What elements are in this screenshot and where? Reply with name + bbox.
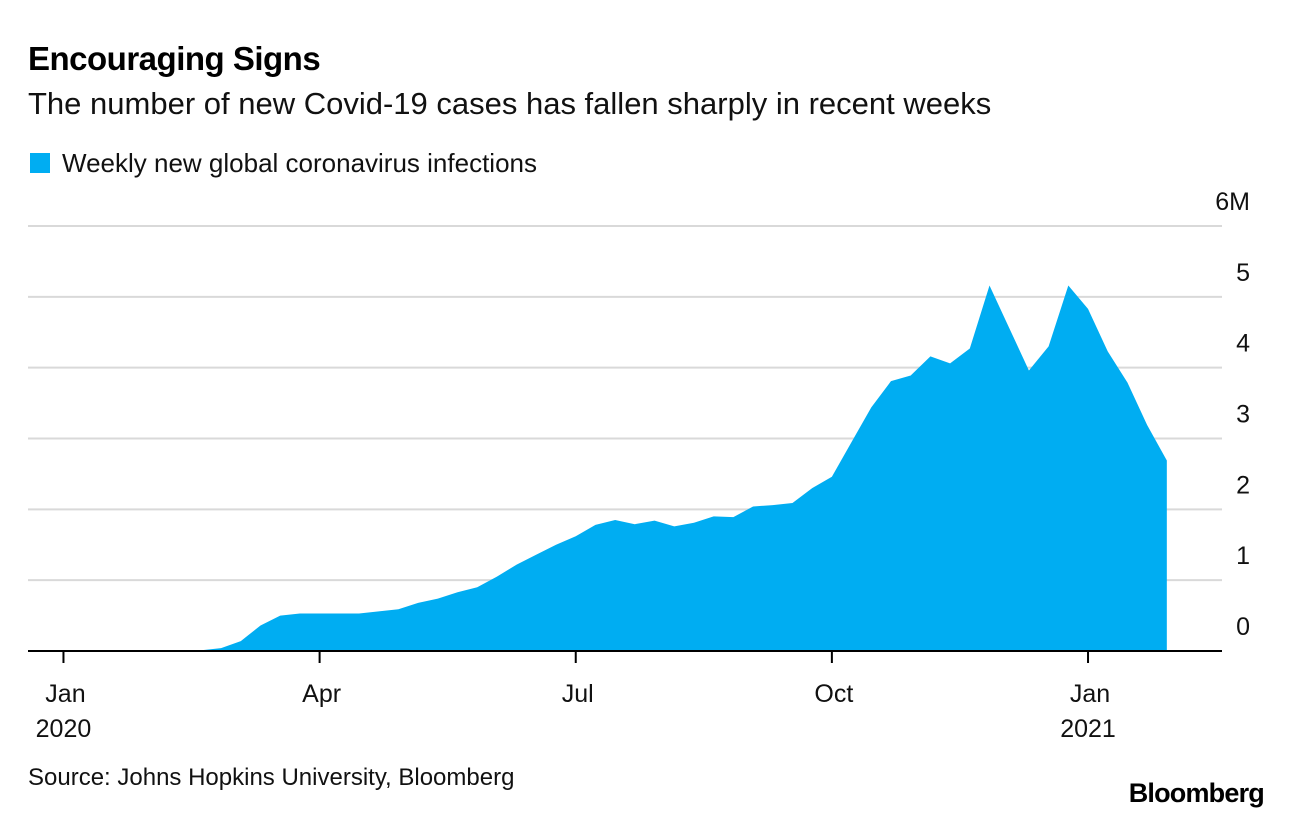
legend-label: Weekly new global coronavirus infections	[62, 147, 537, 178]
x-tick-label: Jul	[562, 680, 594, 708]
bloomberg-logo: Bloomberg	[1128, 778, 1265, 808]
series-area-0	[63, 285, 1167, 651]
source-note: Source: Johns Hopkins University, Bloomb…	[28, 764, 515, 791]
y-tick-label: 0	[1236, 613, 1250, 641]
y-tick-label: 6M	[1215, 188, 1250, 216]
y-tick-label: 3	[1236, 401, 1250, 429]
x-tick-label: Jan	[1070, 680, 1110, 708]
legend-swatch	[30, 153, 50, 173]
series-layer	[63, 285, 1167, 651]
legend: Weekly new global coronavirus infections	[30, 148, 537, 178]
y-tick-label: 1	[1236, 542, 1250, 570]
y-tick-label: 4	[1236, 330, 1250, 358]
x-tick-label: Apr	[302, 680, 341, 708]
axis-layer	[28, 650, 1222, 663]
chart-subtitle: The number of new Covid-19 cases has fal…	[28, 86, 992, 121]
x-tick-year-label: 2021	[1060, 715, 1116, 743]
x-tick-year-label: 2020	[36, 715, 92, 743]
y-tick-labels: 0 1 2 3 4 5 6M	[1215, 188, 1250, 641]
y-tick-label: 5	[1236, 259, 1250, 287]
y-tick-label: 2	[1236, 471, 1250, 499]
chart-title: Encouraging Signs	[28, 40, 321, 77]
x-tick-labels: Jan 2020 Apr Jul Oct Jan 2021	[36, 680, 1116, 743]
x-tick-label: Oct	[814, 680, 853, 708]
x-tick-label: Jan	[45, 680, 85, 708]
